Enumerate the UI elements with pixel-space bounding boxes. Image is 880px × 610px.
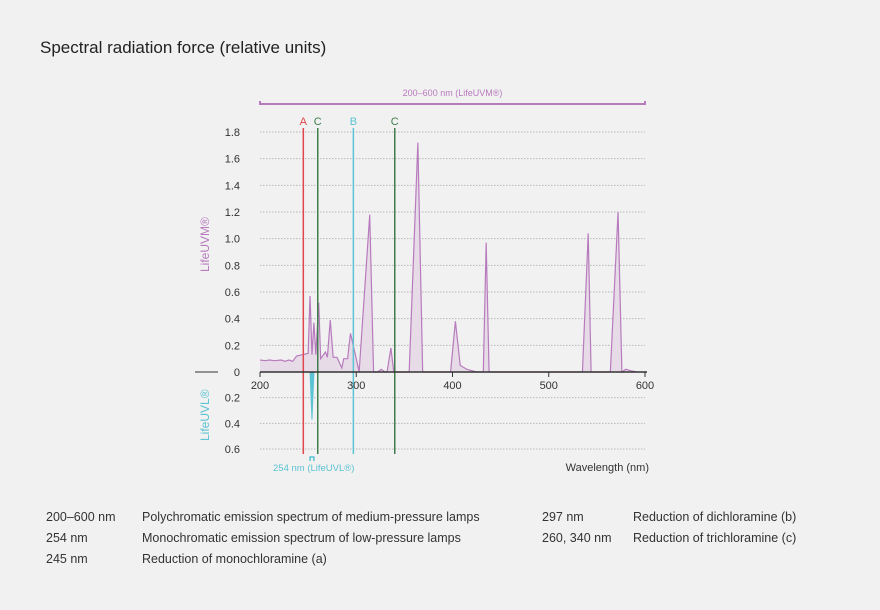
y-tick-label: 0.2 (225, 340, 240, 352)
legend-item: 245 nm Reduction of monochloramine (a) (46, 552, 327, 566)
marker-label: A (300, 116, 308, 128)
x-axis-label: Wavelength (nm) (566, 462, 649, 474)
legend-item: 254 nm Monochromatic emission spectrum o… (46, 531, 461, 545)
marker-label: B (350, 116, 357, 128)
uvl-label: 254 nm (LifeUVL®) (273, 463, 354, 474)
legend-key: 254 nm (46, 531, 88, 545)
uvl-bracket (309, 456, 315, 461)
y-axis-label-lower: LifeUVL® (198, 389, 212, 441)
legend-text: Monochromatic emission spectrum of low-p… (142, 531, 461, 545)
series-line-lifeuvl (309, 371, 315, 420)
series-line-lifeuvm (259, 142, 637, 374)
y-tick-label: 0.8 (225, 260, 240, 272)
chart-title: Spectral radiation force (relative units… (40, 38, 327, 57)
y-tick-label: 1.8 (225, 127, 240, 139)
x-tick-label: 500 (540, 380, 558, 392)
legend-item: 260, 340 nm Reduction of trichloramine (… (542, 531, 796, 545)
legend-key: 200–600 nm (46, 510, 116, 524)
y-axis-label-upper: LifeUVM® (198, 217, 212, 272)
legend-key: 245 nm (46, 552, 88, 566)
y-tick-label: 1.6 (225, 154, 240, 166)
x-tick-label: 300 (347, 380, 365, 392)
y-tick-label: 1.4 (225, 180, 240, 192)
y-tick-label: 0 (234, 367, 240, 379)
legend-text: Polychromatic emission spectrum of mediu… (142, 510, 480, 524)
range-bar-label: 200–600 nm (LifeUVM®) (403, 88, 503, 98)
x-tick-label: 600 (636, 380, 654, 392)
legend-item: 297 nm Reduction of dichloramine (b) (542, 510, 796, 524)
legend-key: 260, 340 nm (542, 531, 612, 545)
y-tick-label: 1.0 (225, 234, 240, 246)
x-tick-label: 200 (251, 380, 269, 392)
range-bar (259, 101, 646, 105)
y-tick-label: 1.2 (225, 207, 240, 219)
marker-label: C (391, 116, 399, 128)
y-tick-label: 0.6 (225, 287, 240, 299)
legend-text: Reduction of monochloramine (a) (142, 552, 327, 566)
legend-item: 200–600 nm Polychromatic emission spectr… (46, 510, 480, 524)
legend-text: Reduction of trichloramine (c) (633, 531, 797, 545)
x-tick-label: 400 (443, 380, 461, 392)
marker-label: C (314, 116, 322, 128)
legend-text: Reduction of dichloramine (b) (633, 510, 797, 524)
legend-key: 297 nm (542, 510, 584, 524)
y-tick-label: 0.6 (225, 444, 240, 456)
y-tick-label: 0.4 (225, 314, 240, 326)
y-tick-label: 0.2 (225, 393, 240, 405)
y-tick-label: 0.4 (225, 418, 240, 430)
